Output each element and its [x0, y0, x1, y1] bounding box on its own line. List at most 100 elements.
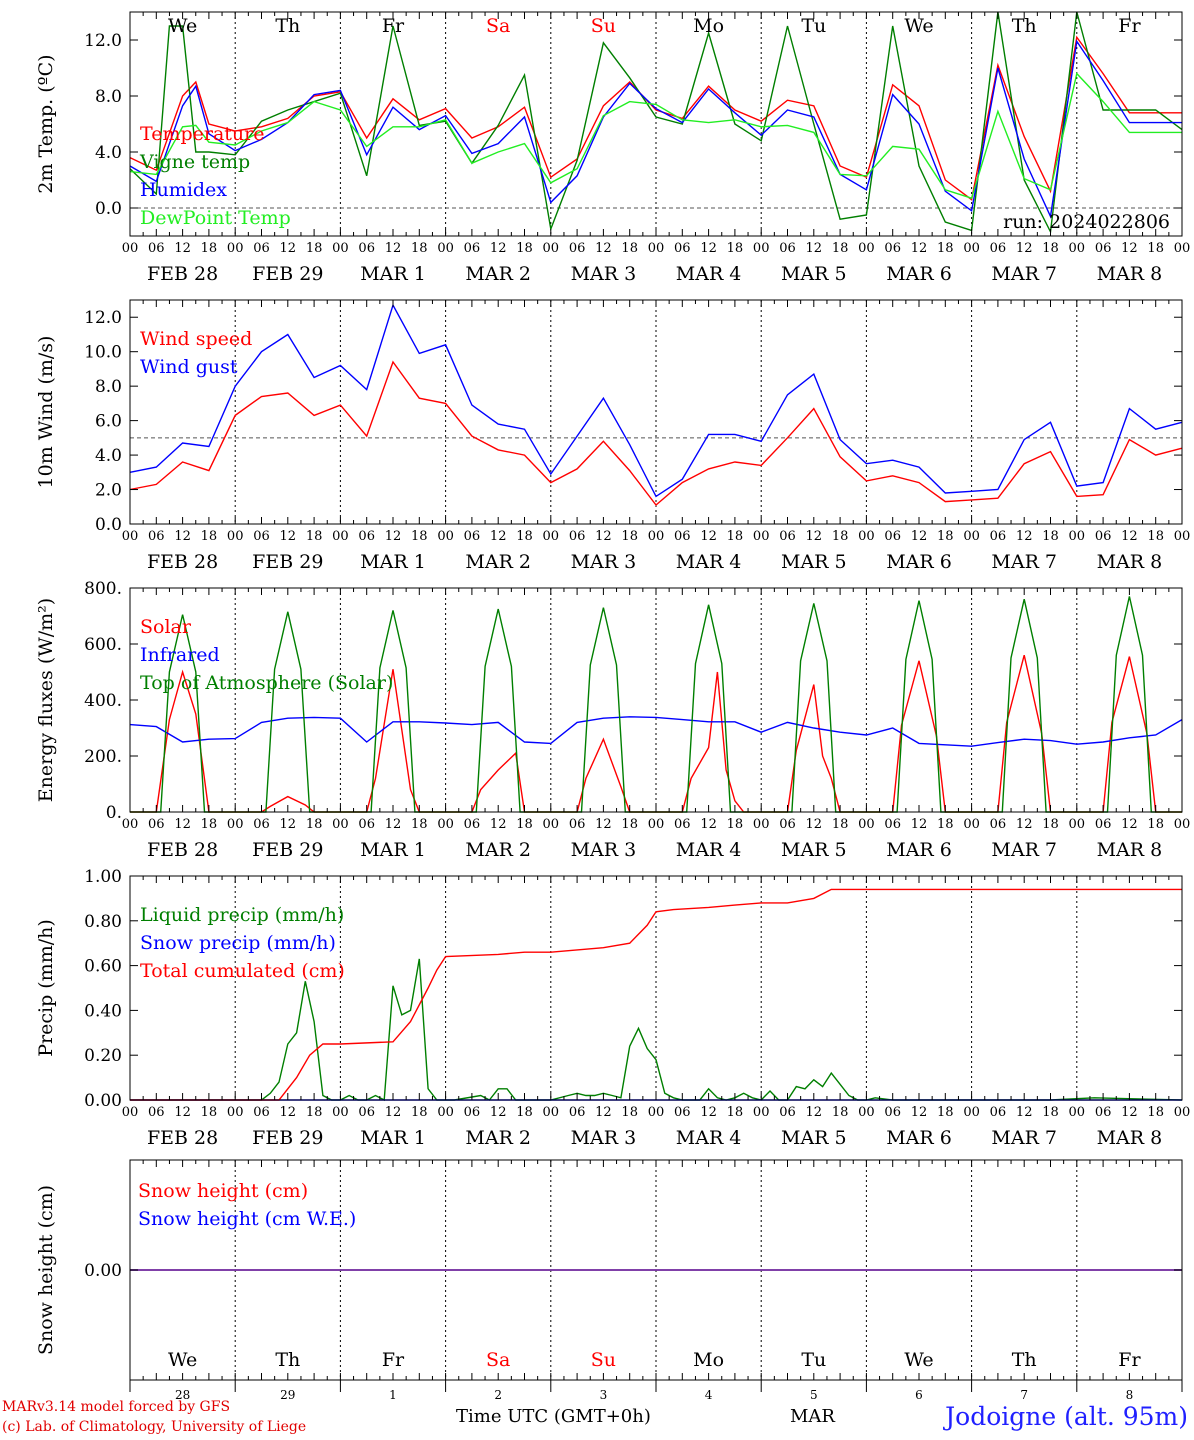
hour-tick-label: 00: [437, 529, 454, 544]
y-tick-label: 12.0: [84, 31, 122, 51]
weekday-label: Sa: [486, 1349, 510, 1371]
date-label: MAR 7: [991, 551, 1057, 573]
hour-tick-label: 18: [516, 817, 533, 832]
y-tick-label: 0.00: [84, 1091, 122, 1111]
hour-tick-label: 00: [543, 529, 560, 544]
hour-tick-label: 18: [411, 241, 428, 256]
location-label: Jodoigne (alt. 95m): [945, 1402, 1188, 1431]
legend-entry: Solar: [140, 616, 192, 638]
date-label: MAR 1: [360, 1127, 426, 1149]
hour-tick-label: 06: [990, 817, 1007, 832]
hour-tick-label: 00: [1174, 529, 1191, 544]
hour-tick-label: 12: [385, 529, 402, 544]
hour-tick-label: 00: [963, 817, 980, 832]
hour-tick-label: 06: [464, 817, 481, 832]
hour-tick-label: 00: [122, 241, 139, 256]
hour-tick-label: 06: [1095, 241, 1112, 256]
hour-tick-label: 12: [1016, 1105, 1033, 1120]
time-axis-label: Time UTC (GMT+0h): [456, 1406, 651, 1427]
hour-tick-label: 00: [648, 241, 665, 256]
hour-tick-label: 00: [543, 241, 560, 256]
hour-tick-label: 06: [569, 529, 586, 544]
hour-tick-label: 00: [122, 529, 139, 544]
hour-tick-label: 18: [1147, 817, 1164, 832]
hour-tick-label: 00: [332, 1105, 349, 1120]
hour-tick-label: 18: [306, 817, 323, 832]
hour-tick-label: 18: [516, 529, 533, 544]
y-axis-label: 10m Wind (m/s): [35, 336, 57, 489]
series-line-1: [130, 958, 1183, 1102]
hour-tick-label: 18: [411, 1105, 428, 1120]
weekday-label: We: [168, 15, 197, 37]
legend-entry: Total cumulated (cm): [140, 960, 345, 982]
hour-tick-label: 12: [806, 817, 823, 832]
weekday-label: Tu: [801, 1349, 826, 1371]
weekday-label: Tu: [801, 15, 826, 37]
hour-tick-label: 00: [227, 529, 244, 544]
hour-tick-label: 00: [1174, 241, 1191, 256]
hour-tick-label: 12: [700, 241, 717, 256]
weekday-label: We: [904, 1349, 933, 1371]
panel-1: Temperature Vigne temp Humidex DewPoint Tem…: [35, 11, 1191, 285]
date-label: MAR 5: [781, 551, 847, 573]
hour-tick-label: 12: [700, 1105, 717, 1120]
hour-tick-label: 18: [516, 1105, 533, 1120]
weekday-label: Th: [1012, 15, 1037, 37]
hour-tick-label: 18: [516, 241, 533, 256]
panel-5: Snow height (cm) Snow height (cm W.E.) 0.0…: [35, 1159, 1183, 1402]
date-label: MAR 3: [571, 551, 637, 573]
hour-tick-label: 12: [700, 529, 717, 544]
hour-tick-label: 12: [595, 1105, 612, 1120]
weekday-label: Th: [275, 15, 300, 37]
date-label: MAR 3: [571, 839, 637, 861]
date-label: MAR 6: [886, 839, 952, 861]
hour-tick-label: 06: [884, 817, 901, 832]
hour-tick-label: 12: [806, 1105, 823, 1120]
hour-tick-label: 12: [174, 817, 191, 832]
date-label: MAR 3: [571, 1127, 637, 1149]
date-label: MAR 8: [1097, 839, 1163, 861]
hour-tick-label: 00: [1069, 817, 1086, 832]
hour-tick-label: 00: [1069, 241, 1086, 256]
day-number-label: 1: [389, 1388, 397, 1402]
date-label: FEB 29: [252, 839, 323, 861]
y-tick-label: 0.60: [84, 957, 122, 977]
weekday-label: Su: [591, 1349, 616, 1371]
date-label: MAR 5: [781, 839, 847, 861]
hour-tick-label: 06: [674, 1105, 691, 1120]
y-axis-label: Precip (mm/h): [35, 919, 57, 1057]
hour-tick-label: 06: [569, 241, 586, 256]
run-label: run: 2024022806: [1003, 211, 1170, 233]
hour-tick-label: 06: [674, 241, 691, 256]
weekday-label: We: [168, 1349, 197, 1371]
panel-4: Liquid precip (mm/h) Snow precip (mm/h) To…: [35, 867, 1190, 1149]
hour-tick-label: 18: [411, 817, 428, 832]
weekday-label: Sa: [486, 15, 510, 37]
hour-tick-label: 00: [753, 817, 770, 832]
y-tick-label: 800.: [84, 579, 122, 599]
y-axis-label: Snow height (cm): [35, 1185, 57, 1355]
hour-tick-label: 06: [884, 529, 901, 544]
day-number-label: 29: [280, 1388, 295, 1402]
hour-tick-label: 06: [464, 1105, 481, 1120]
hour-tick-label: 18: [1147, 529, 1164, 544]
y-tick-label: 10.0: [84, 343, 122, 363]
hour-tick-label: 18: [937, 817, 954, 832]
hour-tick-label: 18: [201, 241, 218, 256]
weekday-label: Mo: [693, 1349, 724, 1371]
weekday-label: Fr: [382, 15, 405, 37]
series-line-3: [130, 888, 1182, 1101]
hour-tick-label: 00: [858, 241, 875, 256]
date-label: MAR 2: [465, 263, 531, 285]
y-tick-label: 8.0: [95, 377, 122, 397]
hour-tick-label: 00: [648, 817, 665, 832]
hour-tick-label: 00: [437, 817, 454, 832]
hour-tick-label: 06: [148, 1105, 165, 1120]
hour-tick-label: 00: [1174, 1105, 1191, 1120]
date-label: FEB 29: [252, 263, 323, 285]
hour-tick-label: 18: [1042, 241, 1059, 256]
y-tick-label: 1.00: [84, 867, 122, 887]
hour-tick-label: 18: [832, 529, 849, 544]
hour-tick-label: 18: [1147, 241, 1164, 256]
